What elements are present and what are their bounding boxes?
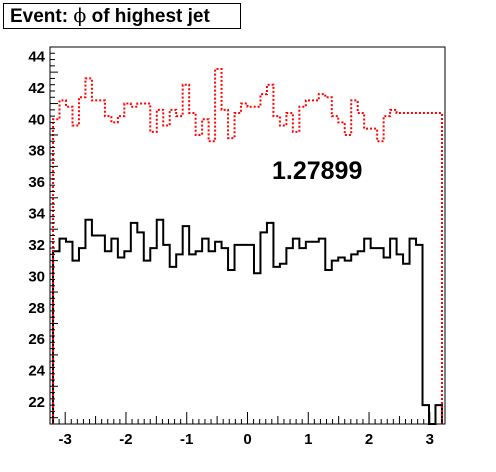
y-axis: 22 24 26 28 30 32 34 36 38 40 42 44 <box>28 48 58 419</box>
x-tick-label: -1 <box>180 431 193 448</box>
phi-symbol: ϕ <box>73 5 87 27</box>
y-tick-label: 32 <box>28 237 45 254</box>
chart-title: Event: ϕ of highest jet <box>3 3 241 29</box>
title-prefix: Event: <box>10 6 74 27</box>
y-tick-label: 42 <box>28 80 45 97</box>
x-tick-label: 3 <box>426 431 434 448</box>
plot-frame <box>49 46 446 425</box>
y-tick-label: 34 <box>28 206 45 223</box>
y-tick-label: 44 <box>28 48 45 65</box>
annotation-value: 1.27899 <box>272 157 362 185</box>
title-suffix: of highest jet <box>86 6 210 27</box>
x-tick-label: 1 <box>304 431 312 448</box>
y-tick-label: 28 <box>28 300 45 317</box>
series-1-line <box>52 67 443 424</box>
y-tick-label: 22 <box>28 394 45 411</box>
x-tick-label: 2 <box>365 431 373 448</box>
y-tick-label: 26 <box>28 331 45 348</box>
y-tick-label: 24 <box>28 363 45 380</box>
y-tick-label: 30 <box>28 268 45 285</box>
y-tick-label: 38 <box>28 143 45 160</box>
y-tick-label: 36 <box>28 174 45 191</box>
y-tick-label: 40 <box>28 111 45 128</box>
x-tick-label: -2 <box>119 431 132 448</box>
series-layer <box>52 67 443 425</box>
series-0-line <box>52 218 443 425</box>
x-tick-label: -3 <box>59 431 72 448</box>
x-axis: -3 -2 -1 0 1 2 3 <box>52 412 443 448</box>
x-tick-label: 0 <box>243 431 251 448</box>
